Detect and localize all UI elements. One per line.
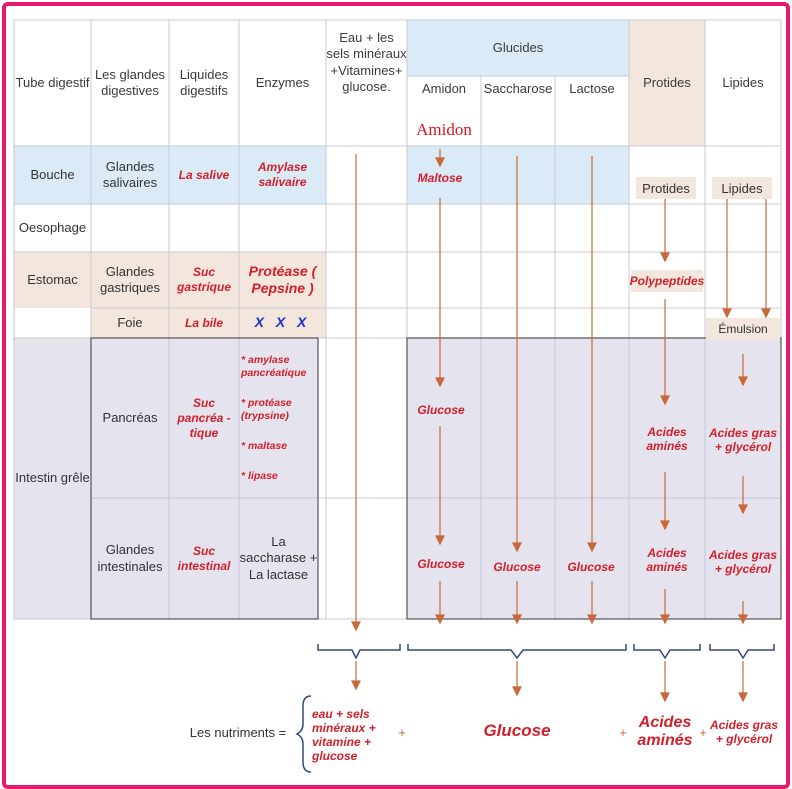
estomac-band xyxy=(14,252,326,308)
header-glucides: Glucides xyxy=(492,39,544,55)
intestinal-glucose-lactose: Glucose xyxy=(560,554,622,580)
organ-intestin: Intestin grêle xyxy=(15,470,90,486)
organ-oesophage: Oesophage xyxy=(18,219,87,235)
protides-band xyxy=(629,20,705,146)
gland-foie: Foie xyxy=(117,314,143,330)
pancreas-glucose: Glucose xyxy=(411,398,471,422)
bouche-band xyxy=(14,146,326,204)
amidon-stamp: Amidon xyxy=(411,118,477,142)
enzyme-amylase-salivaire: Amylase salivaire xyxy=(257,160,308,189)
foie-band xyxy=(91,308,326,338)
pancreas-acides-gras: Acides gras + glycérol xyxy=(707,405,779,475)
intestinal-acides-gras: Acides gras + glycérol xyxy=(707,526,779,598)
header-glandes: Les glandes digestives xyxy=(94,66,166,98)
gland-salivaires: Glandes salivaires xyxy=(102,158,158,190)
enzyme-protease-pepsine: Protéase ( Pepsine ) xyxy=(248,262,317,297)
liquid-suc-gastrique: Suc gastrique xyxy=(176,265,231,294)
foie-emulsion: Émulsion xyxy=(706,318,780,340)
header-enzymes: Enzymes xyxy=(255,74,310,90)
header-liquides: Liquides digestifs xyxy=(179,66,229,98)
nutrient-acides-amines: Acides aminés xyxy=(637,714,693,749)
header-amidon: Amidon xyxy=(421,80,467,96)
nutrients-label: Les nutriments = xyxy=(189,724,287,740)
enzymes-pancreatiques: * amylase pancréatique * protéase (tryps… xyxy=(241,346,321,491)
nutrient-eau: eau + sels minéraux + vitamine + glucose xyxy=(312,707,376,763)
amidon-maltose: Maltose xyxy=(410,169,470,187)
plus-2: + xyxy=(619,724,627,740)
enzyme-saccharase-lactase: La saccharase + La lactase xyxy=(239,534,318,582)
enzyme-maltase: * maltase xyxy=(241,439,288,452)
enzyme-amylase-pancreatique: * amylase pancréatique xyxy=(241,354,307,380)
enzyme-protease-trypsine: * protéase (trypsine) xyxy=(241,397,292,423)
header-lactose: Lactose xyxy=(569,80,615,96)
header-saccharose: Saccharose xyxy=(483,80,553,96)
intestinal-acides-amines: Acides aminés xyxy=(634,532,700,588)
glucides-band xyxy=(407,20,629,76)
enzyme-lipase: * lipase xyxy=(241,469,278,482)
grid-svg xyxy=(13,19,782,773)
header-tube: Tube digestif xyxy=(15,74,90,90)
pancreas-acides-amines: Acides aminés xyxy=(634,409,700,469)
gland-intestinales: Glandes intestinales xyxy=(97,542,163,574)
organ-estomac: Estomac xyxy=(27,271,78,287)
bouche-protides: Protides xyxy=(636,177,696,199)
estomac-polypeptides: Polypeptides xyxy=(630,270,704,292)
bouche-lipides: Lipides xyxy=(712,177,772,199)
liquid-bile: La bile xyxy=(184,315,223,330)
liquid-salive: La salive xyxy=(178,167,230,182)
intestin-gland-band xyxy=(91,338,318,619)
liquid-suc-intestinal: Suc intestinal xyxy=(177,543,231,573)
header-eau: Eau + les sels minéraux +Vitamines+ gluc… xyxy=(326,30,407,94)
intestinal-glucose-saccharose: Glucose xyxy=(486,554,548,580)
nutrient-glucose: Glucose xyxy=(483,721,551,740)
liquid-suc-pancreatique: Suc pancréa - tique xyxy=(177,395,231,440)
plus-3: + xyxy=(699,724,707,740)
nutrient-acides-gras: Acides gras + glycérol xyxy=(709,718,779,746)
gland-gastriques: Glandes gastriques xyxy=(100,263,160,295)
enzyme-none: X X X xyxy=(254,314,311,331)
intestinal-glucose-amidon: Glucose xyxy=(411,551,471,577)
organ-bouche: Bouche xyxy=(30,166,75,182)
header-protides: Protides xyxy=(643,74,691,90)
header-lipides: Lipides xyxy=(722,74,764,90)
plus-1: + xyxy=(398,724,406,740)
intestin-band xyxy=(14,338,91,619)
gland-pancreas: Pancréas xyxy=(102,409,158,425)
